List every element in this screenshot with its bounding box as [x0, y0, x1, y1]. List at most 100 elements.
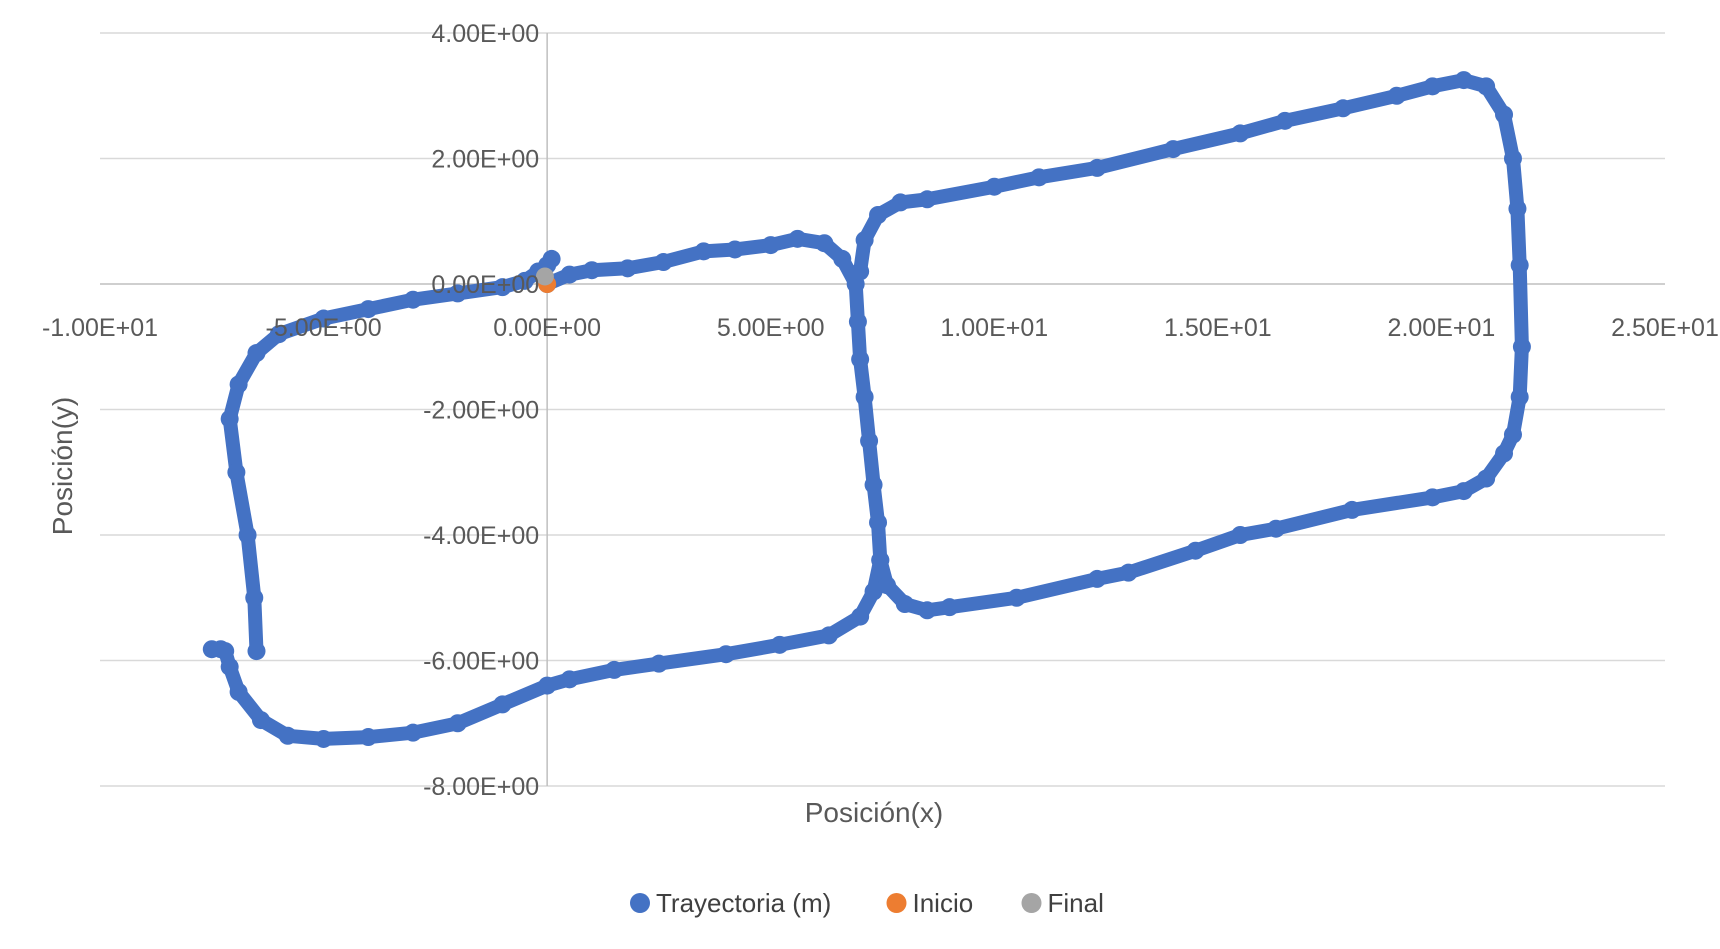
data-point — [1477, 469, 1496, 488]
data-point — [891, 193, 910, 212]
data-point — [918, 190, 937, 209]
data-point — [985, 177, 1004, 196]
data-point — [1503, 149, 1522, 168]
data-point — [227, 463, 246, 482]
data-point — [1007, 588, 1026, 607]
data-point — [788, 229, 807, 248]
legend-label: Trayectoria (m) — [656, 888, 831, 918]
y-tick-label: -6.00E+00 — [423, 648, 539, 676]
y-tick-label: -4.00E+00 — [423, 522, 539, 550]
data-point — [251, 711, 270, 730]
data-point — [833, 249, 852, 268]
data-point — [864, 475, 883, 494]
data-point — [247, 344, 266, 363]
x-tick-label: 2.00E+01 — [1388, 314, 1496, 342]
data-point — [269, 325, 288, 344]
data-point — [1275, 111, 1294, 130]
y-tick-label: 4.00E+00 — [431, 20, 539, 48]
data-point — [1186, 541, 1205, 560]
data-point — [618, 259, 637, 278]
data-point — [278, 726, 297, 745]
y-tick-label: 2.00E+00 — [431, 146, 539, 174]
data-point — [448, 284, 467, 303]
data-point — [877, 576, 896, 595]
legend-marker — [1021, 893, 1042, 913]
data-point — [1334, 99, 1353, 118]
x-tick-label: -5.00E+00 — [266, 314, 382, 342]
axes — [100, 33, 1665, 786]
data-point — [1423, 77, 1442, 96]
data-point — [515, 271, 534, 290]
data-point — [1231, 124, 1250, 143]
legend-label: Inicio — [913, 888, 974, 918]
data-point — [851, 607, 870, 626]
data-point — [220, 657, 239, 676]
x-tick-label: 1.50E+01 — [1164, 314, 1272, 342]
series-line — [204, 231, 888, 746]
y-tick-label: 0.00E+00 — [431, 271, 539, 299]
data-point — [560, 670, 579, 689]
data-point — [855, 231, 874, 250]
data-point — [582, 261, 601, 280]
data-point — [725, 240, 744, 259]
data-point — [1512, 337, 1531, 356]
data-point — [220, 409, 239, 428]
data-point — [1503, 425, 1522, 444]
data-point — [1088, 569, 1107, 588]
y-axis-title: Posición(y) — [47, 397, 78, 535]
data-point — [851, 350, 870, 369]
data-point — [245, 588, 264, 607]
legend-marker — [630, 893, 650, 913]
data-point — [538, 676, 557, 695]
x-tick-label: 5.00E+00 — [717, 314, 825, 342]
data-point — [654, 253, 673, 272]
x-axis-title: Posición(x) — [805, 797, 943, 828]
data-point — [1387, 86, 1406, 105]
x-tick-label: 0.00E+00 — [493, 314, 601, 342]
gridlines — [100, 32, 1665, 787]
data-point — [1231, 526, 1250, 544]
y-tick-label: -8.00E+00 — [423, 773, 539, 801]
data-point — [1477, 77, 1496, 96]
x-tick-label: 1.00E+01 — [940, 314, 1048, 342]
series-line — [853, 73, 1529, 618]
data-point — [717, 645, 735, 664]
legend: Trayectoria (m) Inicio Final — [630, 888, 1104, 918]
data-point — [815, 234, 834, 253]
data-point — [359, 728, 378, 747]
data-point — [869, 205, 888, 224]
data-point — [1454, 71, 1473, 90]
x-tick-label: -1.00E+01 — [42, 314, 158, 342]
plot-area — [202, 71, 1531, 748]
data-point — [1119, 563, 1138, 582]
data-point — [1495, 105, 1514, 124]
data-point — [1423, 488, 1442, 507]
data-point — [404, 723, 422, 742]
data-point — [1030, 168, 1048, 187]
data-point — [448, 714, 467, 733]
data-point — [605, 660, 624, 679]
data-point — [649, 654, 668, 673]
data-point — [1266, 519, 1285, 538]
data-point — [1510, 256, 1529, 275]
data-point — [869, 513, 888, 532]
data-point — [247, 642, 266, 661]
data-point — [238, 526, 257, 544]
data-point — [918, 601, 937, 620]
data-point — [560, 265, 579, 284]
data-point — [314, 729, 333, 748]
legend-marker — [886, 893, 907, 913]
data-point — [314, 309, 333, 328]
data-point — [694, 242, 713, 261]
data-point — [1495, 444, 1514, 463]
data-point — [770, 635, 789, 654]
data-point — [1343, 500, 1361, 519]
data-point — [895, 595, 914, 614]
data-point — [229, 682, 248, 701]
data-point — [864, 582, 883, 601]
data-point — [1454, 482, 1473, 501]
data-point — [940, 598, 959, 617]
data-point — [819, 626, 838, 645]
data-point — [542, 249, 561, 268]
